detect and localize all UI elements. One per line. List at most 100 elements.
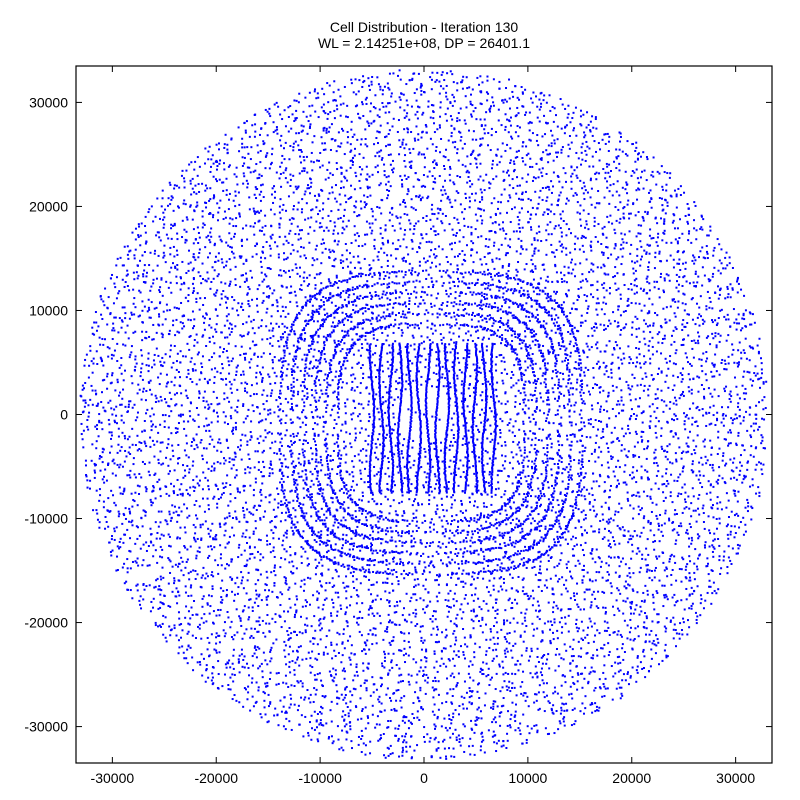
data-point — [210, 403, 213, 406]
data-point — [397, 327, 400, 330]
data-point — [428, 494, 431, 497]
data-point — [645, 457, 648, 460]
data-point — [562, 372, 565, 375]
data-point — [560, 593, 563, 596]
data-point — [328, 540, 331, 543]
data-point — [570, 261, 573, 264]
data-point — [375, 473, 378, 476]
data-point — [653, 457, 656, 460]
data-point — [279, 269, 282, 272]
data-point — [400, 334, 403, 337]
data-point — [558, 578, 561, 581]
data-point — [341, 477, 344, 480]
data-point — [261, 366, 264, 369]
data-point — [613, 475, 616, 478]
data-point — [626, 491, 629, 494]
data-point — [504, 551, 507, 554]
data-point — [213, 445, 216, 448]
data-point — [342, 628, 345, 631]
data-point — [217, 441, 220, 444]
data-point — [459, 459, 462, 462]
data-point — [386, 334, 389, 337]
data-point — [308, 603, 311, 606]
data-point — [640, 309, 643, 312]
data-point — [269, 460, 272, 463]
data-point — [415, 516, 418, 519]
data-point — [218, 522, 221, 525]
data-point — [229, 415, 232, 418]
data-point — [542, 447, 545, 450]
data-point — [390, 396, 393, 399]
data-point — [545, 579, 548, 582]
data-point — [400, 452, 403, 455]
data-point — [250, 512, 253, 515]
data-point — [225, 383, 228, 386]
data-point — [414, 475, 417, 478]
data-point — [615, 486, 618, 489]
data-point — [288, 561, 291, 564]
data-point — [386, 254, 389, 257]
data-point — [573, 242, 576, 245]
data-point — [331, 379, 334, 382]
data-point — [456, 554, 459, 557]
data-point — [539, 367, 542, 370]
data-point — [640, 435, 643, 438]
data-point — [567, 382, 570, 385]
data-point — [589, 293, 592, 296]
data-point — [422, 299, 425, 302]
data-point — [408, 498, 411, 501]
data-point — [617, 256, 620, 259]
data-point — [343, 586, 346, 589]
data-point — [253, 332, 256, 335]
data-point — [519, 635, 522, 638]
data-point — [605, 562, 608, 565]
data-point — [362, 312, 365, 315]
data-point — [519, 634, 522, 637]
data-point — [282, 534, 285, 537]
data-point — [295, 488, 298, 491]
data-point — [324, 247, 327, 250]
data-point — [457, 221, 460, 224]
data-point — [430, 518, 433, 521]
data-point — [352, 531, 355, 534]
data-point — [345, 534, 348, 537]
data-point — [391, 621, 394, 624]
data-point — [456, 613, 459, 616]
data-point — [542, 213, 545, 216]
data-point — [617, 324, 620, 327]
data-point — [344, 519, 347, 522]
data-point — [550, 442, 553, 445]
data-point — [546, 568, 549, 571]
data-point — [229, 493, 232, 496]
data-point — [323, 443, 326, 446]
data-point — [447, 274, 450, 277]
data-point — [624, 481, 627, 484]
data-point — [371, 633, 374, 636]
data-point — [398, 442, 401, 445]
data-point — [349, 270, 352, 273]
data-point — [421, 625, 424, 628]
data-point — [592, 426, 595, 429]
data-point — [304, 623, 307, 626]
data-point — [543, 584, 546, 587]
data-point — [520, 347, 523, 350]
data-point — [477, 207, 480, 210]
data-point — [523, 430, 526, 433]
data-point — [534, 247, 537, 250]
data-point — [431, 415, 434, 418]
data-point — [664, 357, 667, 360]
data-point — [364, 428, 367, 431]
data-point — [288, 352, 291, 355]
data-point — [639, 287, 642, 290]
data-point — [201, 488, 204, 491]
data-point — [273, 584, 276, 587]
data-point — [241, 302, 244, 305]
data-point — [317, 461, 320, 464]
data-point — [363, 194, 366, 197]
data-point — [454, 636, 457, 639]
data-point — [490, 334, 493, 337]
data-point — [484, 449, 487, 452]
data-point — [239, 334, 242, 337]
data-point — [327, 197, 330, 200]
data-point — [547, 280, 550, 283]
